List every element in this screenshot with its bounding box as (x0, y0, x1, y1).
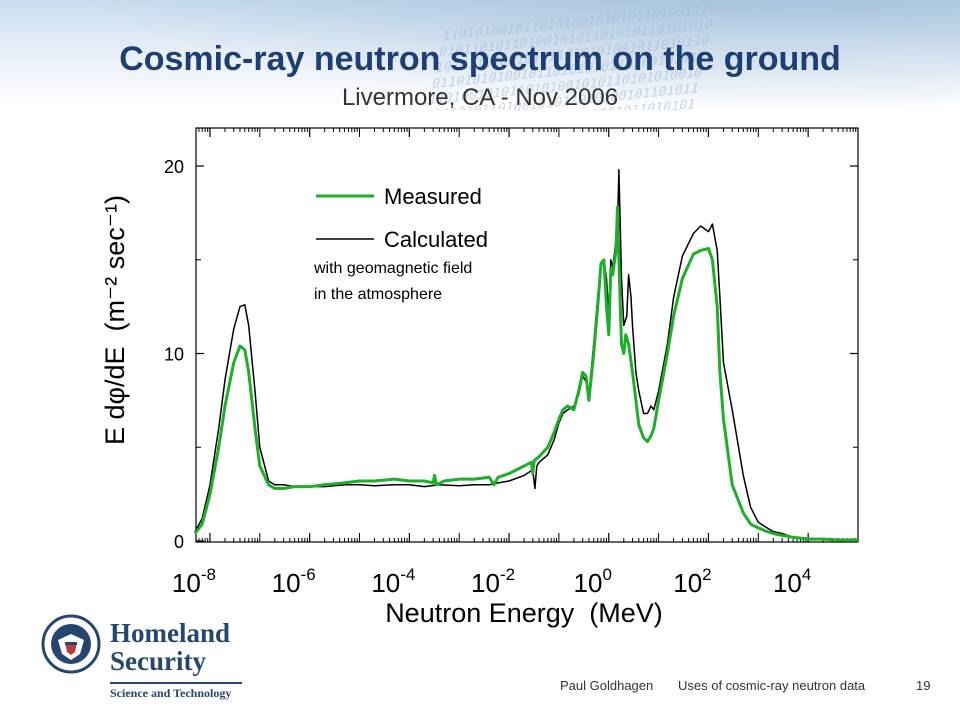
x-tick-exponent: 2 (702, 565, 711, 584)
logo-divider (110, 682, 242, 684)
logo-line-security: Security (110, 646, 206, 676)
x-tick-exponent: 0 (602, 565, 611, 584)
x-axis-label: Neutron Energy (MeV) (385, 598, 663, 628)
x-tick-exponent: -6 (301, 565, 316, 584)
x-tick-label: 100 (574, 565, 612, 598)
legend-note-line2: in the atmosphere (314, 286, 442, 303)
x-tick-base: 10 (471, 568, 500, 598)
banner-glow (0, 0, 960, 110)
y-tick-label: 20 (164, 157, 184, 177)
spectrum-curves (193, 169, 858, 542)
x-tick-exponent: -2 (500, 565, 515, 584)
plot-frame (195, 127, 859, 543)
y-axis-ticks: 0 10 20 (164, 157, 858, 552)
y-tick-label: 0 (174, 532, 184, 552)
header-banner: 1101010010110101001010101101001110 010110… (0, 0, 960, 110)
y-axis-label: E dφ/dE (m⁻² sec⁻¹) (100, 195, 130, 445)
logo-line-science: Science and Technology (110, 686, 232, 700)
footer-author: Paul Goldhagen (560, 678, 654, 693)
legend-label-measured: Measured (384, 184, 482, 209)
x-tick-exponent: 4 (802, 565, 811, 584)
dhs-logo: Homeland Security Science and Technology (38, 614, 258, 706)
x-tick-label: 10-6 (272, 565, 316, 598)
legend-label-calculated: Calculated (384, 227, 488, 252)
x-tick-label: 10-8 (172, 565, 216, 598)
x-tick-exponent: -8 (201, 565, 216, 584)
x-tick-base: 10 (371, 568, 400, 598)
x-tick-label: 10-4 (371, 565, 415, 598)
x-tick-label: 104 (773, 565, 811, 598)
legend-note-line1: with geomagnetic field (313, 260, 472, 277)
minor-ticks (198, 128, 857, 542)
x-tick-base: 10 (272, 568, 301, 598)
x-tick-base: 10 (574, 568, 603, 598)
x-tick-label: 102 (673, 565, 711, 598)
slide-title: Cosmic-ray neutron spectrum on the groun… (119, 40, 841, 78)
footer-talk-title: Uses of cosmic-ray neutron data (678, 678, 866, 693)
series-line-calculated (194, 169, 858, 541)
x-tick-exponent: -4 (400, 565, 415, 584)
logo-line-homeland: Homeland (110, 618, 231, 648)
x-axis-ticks: 10-8 10-6 10-4 10-2 100 102 104 (172, 128, 811, 598)
x-tick-base: 10 (673, 568, 702, 598)
footer-page-number: 19 (916, 678, 931, 693)
dhs-seal-icon (41, 614, 101, 674)
x-tick-base: 10 (172, 568, 201, 598)
y-tick-label: 10 (164, 345, 184, 365)
x-tick-label: 10-2 (471, 565, 515, 598)
slide-subtitle: Livermore, CA - Nov 2006 (341, 84, 619, 111)
x-tick-base: 10 (773, 568, 802, 598)
series-line-measured (193, 205, 858, 542)
